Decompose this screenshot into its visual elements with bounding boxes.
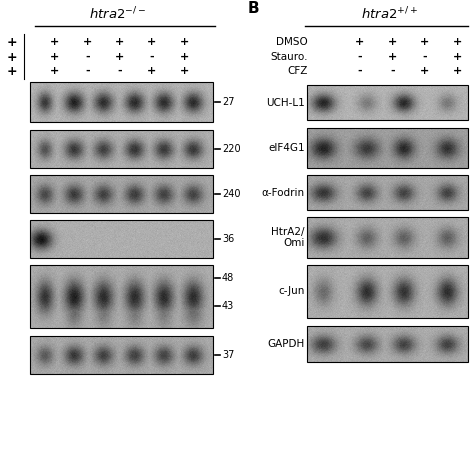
Bar — [307, 175, 468, 210]
Bar — [30, 336, 213, 374]
Bar — [307, 128, 468, 168]
Text: +: + — [50, 66, 60, 76]
Text: +: + — [453, 52, 463, 62]
Bar — [30, 265, 213, 328]
Text: eIF4G1: eIF4G1 — [268, 143, 305, 153]
Text: +: + — [181, 37, 190, 47]
Text: GAPDH: GAPDH — [268, 339, 305, 349]
Text: -: - — [358, 52, 362, 62]
Text: Stauro.: Stauro. — [271, 52, 308, 62]
Text: -: - — [391, 66, 395, 76]
Text: 48: 48 — [222, 273, 234, 283]
Text: +: + — [7, 51, 18, 64]
Text: $\mathit{htra2}^{+/+}$: $\mathit{htra2}^{+/+}$ — [361, 6, 419, 22]
Bar — [307, 85, 468, 120]
Text: DMSO: DMSO — [276, 37, 308, 47]
Bar — [30, 82, 213, 122]
Bar — [30, 130, 213, 168]
Text: -: - — [86, 52, 91, 62]
Bar — [307, 265, 468, 318]
Text: -: - — [118, 66, 122, 76]
Text: -: - — [86, 66, 91, 76]
Text: +: + — [453, 66, 463, 76]
Text: -: - — [423, 52, 428, 62]
Text: 37: 37 — [222, 350, 234, 360]
Text: +: + — [181, 66, 190, 76]
Text: +: + — [147, 37, 156, 47]
Text: +: + — [420, 37, 429, 47]
Text: +: + — [453, 37, 463, 47]
Text: +: + — [83, 37, 92, 47]
Text: +: + — [181, 52, 190, 62]
Bar — [307, 326, 468, 362]
Text: c-Jun: c-Jun — [279, 286, 305, 297]
Text: +: + — [7, 64, 18, 78]
Text: HtrA2/
Omi: HtrA2/ Omi — [272, 227, 305, 248]
Text: +: + — [115, 37, 125, 47]
Text: +: + — [420, 66, 429, 76]
Text: 27: 27 — [222, 97, 235, 107]
Text: 240: 240 — [222, 189, 240, 199]
Text: +: + — [388, 37, 398, 47]
Text: +: + — [50, 52, 60, 62]
Text: +: + — [115, 52, 125, 62]
Text: CFZ: CFZ — [288, 66, 308, 76]
Bar — [30, 220, 213, 258]
Text: $\mathit{htra2}^{-/-}$: $\mathit{htra2}^{-/-}$ — [90, 6, 146, 22]
Text: -: - — [150, 52, 155, 62]
Bar — [307, 217, 468, 258]
Bar — [30, 175, 213, 213]
Text: +: + — [388, 52, 398, 62]
Text: B: B — [248, 0, 260, 16]
Text: +: + — [50, 37, 60, 47]
Text: +: + — [147, 66, 156, 76]
Text: 220: 220 — [222, 144, 241, 154]
Text: +: + — [7, 36, 18, 48]
Text: -: - — [358, 66, 362, 76]
Text: UCH-L1: UCH-L1 — [266, 98, 305, 108]
Text: 36: 36 — [222, 234, 234, 244]
Text: +: + — [356, 37, 365, 47]
Text: α-Fodrin: α-Fodrin — [262, 188, 305, 198]
Text: 43: 43 — [222, 301, 234, 311]
